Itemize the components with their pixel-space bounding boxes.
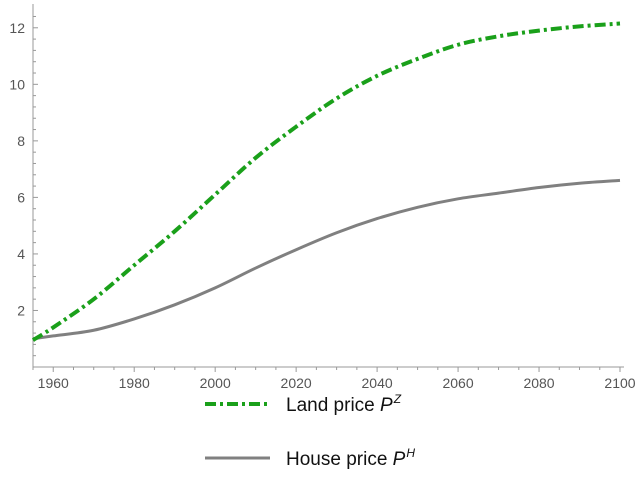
x-tick-label: 2080	[523, 375, 554, 391]
y-tick-label: 2	[17, 302, 25, 318]
y-tick-label: 6	[17, 189, 25, 205]
series-line-house-price	[32, 178, 621, 341]
legend-item: House price PH	[205, 446, 415, 470]
x-tick-label: 2060	[442, 375, 473, 391]
x-tick-label: 2040	[362, 375, 393, 391]
legend-item: Land price PZ	[205, 392, 402, 416]
legend-label: Land price PZ	[286, 392, 402, 416]
x-tick-label: 2020	[281, 375, 312, 391]
x-tick-label: 1980	[119, 375, 150, 391]
legend: Land price PZ House price PH	[205, 392, 415, 470]
y-tick-label: 12	[9, 20, 25, 36]
series-line-land-price	[31, 21, 621, 342]
y-tick-label: 4	[17, 246, 25, 262]
y-tick-label: 10	[9, 76, 25, 92]
x-tick-label: 2000	[200, 375, 231, 391]
x-tick-label: 2100	[604, 375, 635, 391]
y-tick-label: 8	[17, 133, 25, 149]
legend-label: House price PH	[286, 446, 415, 470]
x-tick-label: 1960	[38, 375, 69, 391]
series-layer	[31, 21, 621, 342]
axes: 1960 1980 2000 2020 2040 2060 2080 2100 2 4 6 8 10 12	[9, 4, 636, 391]
